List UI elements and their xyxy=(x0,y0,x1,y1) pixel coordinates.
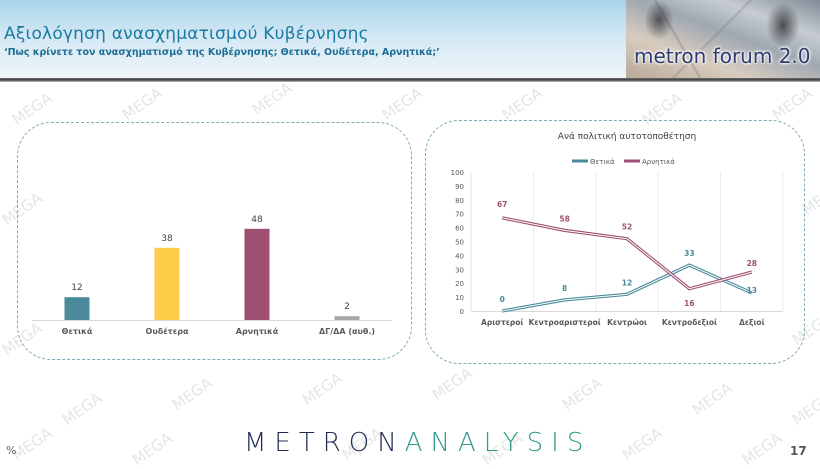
data-label: 8 xyxy=(562,284,567,293)
line-chart-title: Ανά πολιτική αυτοτοποθέτηση xyxy=(558,131,696,142)
y-tick-label: 40 xyxy=(455,252,464,260)
bar-value-label: 2 xyxy=(344,302,350,312)
slide-subtitle: ‘Πως κρίνετε τον ανασχηματισμό της Κυβέρ… xyxy=(4,47,440,58)
legend-label: Αρνητικά xyxy=(642,158,675,166)
bar-value-label: 48 xyxy=(251,215,263,225)
bar-category-label: Ουδέτερα xyxy=(146,326,189,336)
data-label: 52 xyxy=(622,223,632,232)
x-category-label: Κεντροαριστεροί xyxy=(529,318,601,327)
y-tick-label: 20 xyxy=(455,280,464,288)
data-label: 58 xyxy=(559,214,569,223)
slide-title: Αξιολόγηση ανασχηματισμού Κυβέρνησης xyxy=(4,24,369,44)
bar xyxy=(244,228,270,320)
legend-label: Θετικά xyxy=(590,158,615,166)
y-tick-label: 60 xyxy=(455,225,464,233)
y-tick-label: 0 xyxy=(460,308,464,316)
metron-analysis-logo: METRONANALYSIS xyxy=(244,428,591,458)
x-category-label: Κεντροδεξιοί xyxy=(662,318,717,327)
x-category-label: Κεντρώοι xyxy=(607,318,647,327)
bar-category-label: Αρνητικά xyxy=(236,327,279,336)
y-tick-label: 80 xyxy=(455,197,464,205)
series-line-highlight xyxy=(502,217,752,290)
data-label: 13 xyxy=(747,286,757,295)
logo-text: metron forum 2.0 xyxy=(634,44,811,68)
bar-chart: 12 Θετικά 38 Ουδέτερα 48 Αρνητικά 2 ΔΓ/ΔΑ (αυθ.… xyxy=(32,215,392,336)
x-category-label: Δεξιοί xyxy=(739,318,764,327)
logo-photo-figure xyxy=(766,2,800,48)
bar-chart-panel xyxy=(17,122,412,360)
bar-category-label: ΔΓ/ΔΑ (αυθ.) xyxy=(319,327,375,336)
metron-forum-logo: metron forum 2.0 xyxy=(626,0,820,78)
slide-header: Αξιολόγηση ανασχηματισμού Κυβέρνησης ‘Πω… xyxy=(0,0,820,80)
data-label: 33 xyxy=(684,249,694,258)
y-tick-label: 90 xyxy=(455,183,464,191)
line-chart-panel xyxy=(425,120,805,364)
logo-photo-figure xyxy=(644,0,674,40)
bar-value-label: 12 xyxy=(71,283,82,293)
bar-category-label: Θετικά xyxy=(62,327,93,336)
bar xyxy=(154,247,180,320)
y-tick-label: 30 xyxy=(455,266,464,274)
y-tick-label: 50 xyxy=(455,239,464,247)
bar-value-label: 38 xyxy=(161,234,173,244)
y-tick-label: 10 xyxy=(455,294,464,302)
y-tick-label: 100 xyxy=(451,169,464,177)
data-label: 28 xyxy=(747,259,757,268)
y-tick-label: 70 xyxy=(455,211,464,219)
brand-part-1: METRON xyxy=(244,428,405,458)
data-label: 67 xyxy=(497,200,507,209)
header-divider xyxy=(0,78,820,82)
line-chart: Ανά πολιτική αυτοτοποθέτηση Θετικά Αρνητικ… xyxy=(451,131,784,327)
data-label: 12 xyxy=(622,278,632,287)
unit-label: % xyxy=(6,444,17,457)
page-number: 17 xyxy=(790,444,807,458)
data-label: 0 xyxy=(500,295,505,304)
brand-part-2: ANALYSIS xyxy=(404,428,592,458)
data-label: 16 xyxy=(684,299,694,308)
x-category-label: Αριστεροί xyxy=(481,318,523,327)
bar xyxy=(334,316,360,320)
series-line-highlight xyxy=(502,264,753,312)
bar xyxy=(64,297,90,320)
